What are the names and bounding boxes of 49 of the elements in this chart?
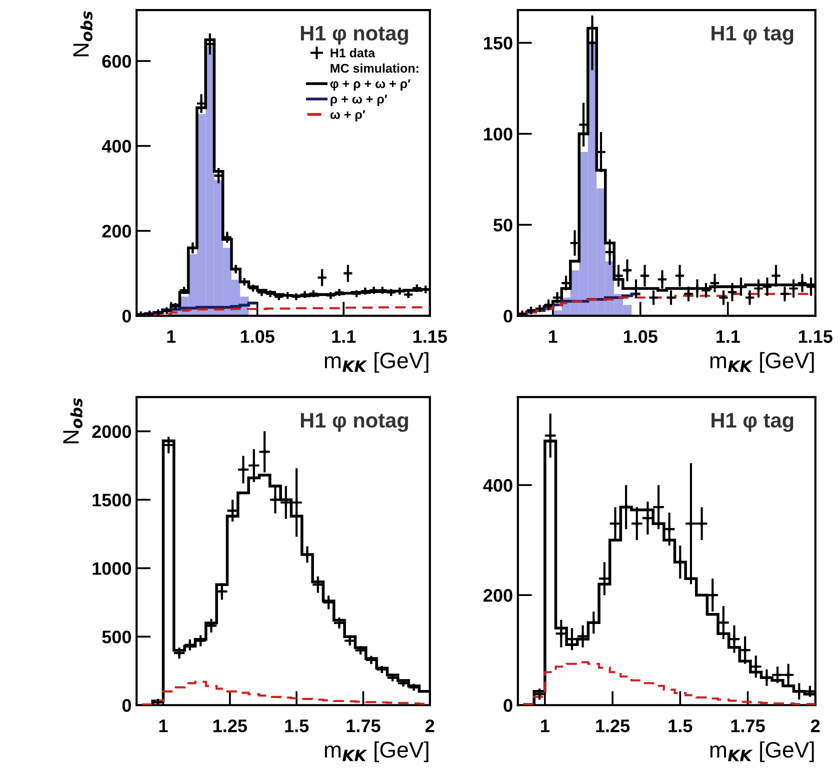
x-tick-label: 1.75 — [731, 720, 765, 732]
legend-label: φ + ρ + ω + ρ′ — [330, 79, 410, 91]
x-tick-label: 2 — [426, 719, 434, 732]
text: H1 φ notag — [300, 413, 408, 432]
x-tick-label: 1 — [549, 330, 558, 343]
x-axis-title: m$_{KK}$ [GeV] — [324, 352, 428, 373]
text: H1 φ tag — [712, 26, 794, 45]
x-axis-title: m$_{KK}$ [GeV] — [324, 741, 428, 762]
x-axis-title: m$_{KK}$ [GeV] — [710, 352, 814, 373]
x-tick-label: 2 — [810, 719, 820, 732]
y-tick-label: 0 — [122, 310, 131, 323]
y-tick-label: 0 — [504, 310, 512, 323]
x-tick-label: 1.1 — [332, 330, 356, 343]
legend-label: ω + ρ′ — [330, 110, 366, 122]
annotation: MC simulation: — [330, 64, 418, 73]
y-axis-title: N$_{obs}$ — [63, 398, 82, 444]
x-tick-label: 1 — [159, 720, 168, 732]
y-tick-label: 2000 — [92, 425, 131, 438]
y-tick-label: 1500 — [92, 494, 131, 506]
x-tick-label: 1.05 — [240, 330, 274, 343]
y-tick-label: 200 — [484, 589, 512, 602]
y-tick-label: 600 — [102, 54, 131, 68]
y-tick-label: 500 — [102, 630, 131, 644]
text: H1 φ notag — [300, 26, 408, 45]
y-tick-label: 0 — [504, 699, 512, 712]
y-tick-label: 1000 — [92, 562, 131, 575]
y-tick-label: 400 — [102, 140, 131, 153]
x-tick-label: 1.5 — [668, 720, 692, 732]
legend-label: ρ + ω + ρ′ — [330, 94, 388, 106]
y-tick-label: 50 — [493, 218, 512, 232]
legend-label: H1 data — [330, 48, 376, 58]
x-tick-label: 1 — [167, 330, 176, 343]
x-tick-label: 1.15 — [798, 330, 832, 343]
x-tick-label: 1.15 — [413, 330, 447, 343]
y-tick-label: 200 — [102, 224, 131, 238]
x-tick-label: 1 — [541, 720, 550, 732]
x-tick-label: 1.05 — [624, 330, 658, 343]
x-tick-label: 1.1 — [716, 330, 740, 343]
y-tick-label: 150 — [484, 36, 512, 50]
x-tick-label: 1.25 — [596, 719, 630, 732]
x-tick-label: 1.25 — [213, 719, 247, 732]
y-tick-label: 100 — [484, 128, 512, 141]
x-tick-label: 1.5 — [285, 720, 309, 732]
y-tick-label: 0 — [122, 699, 131, 712]
y-tick-label: 400 — [483, 479, 512, 492]
y-axis-title: N$_{obs}$ — [73, 11, 92, 56]
x-tick-label: 1.75 — [346, 720, 380, 732]
text: H1 φ tag — [712, 413, 794, 432]
x-axis-title: m$_{KK}$ [GeV] — [710, 741, 814, 762]
